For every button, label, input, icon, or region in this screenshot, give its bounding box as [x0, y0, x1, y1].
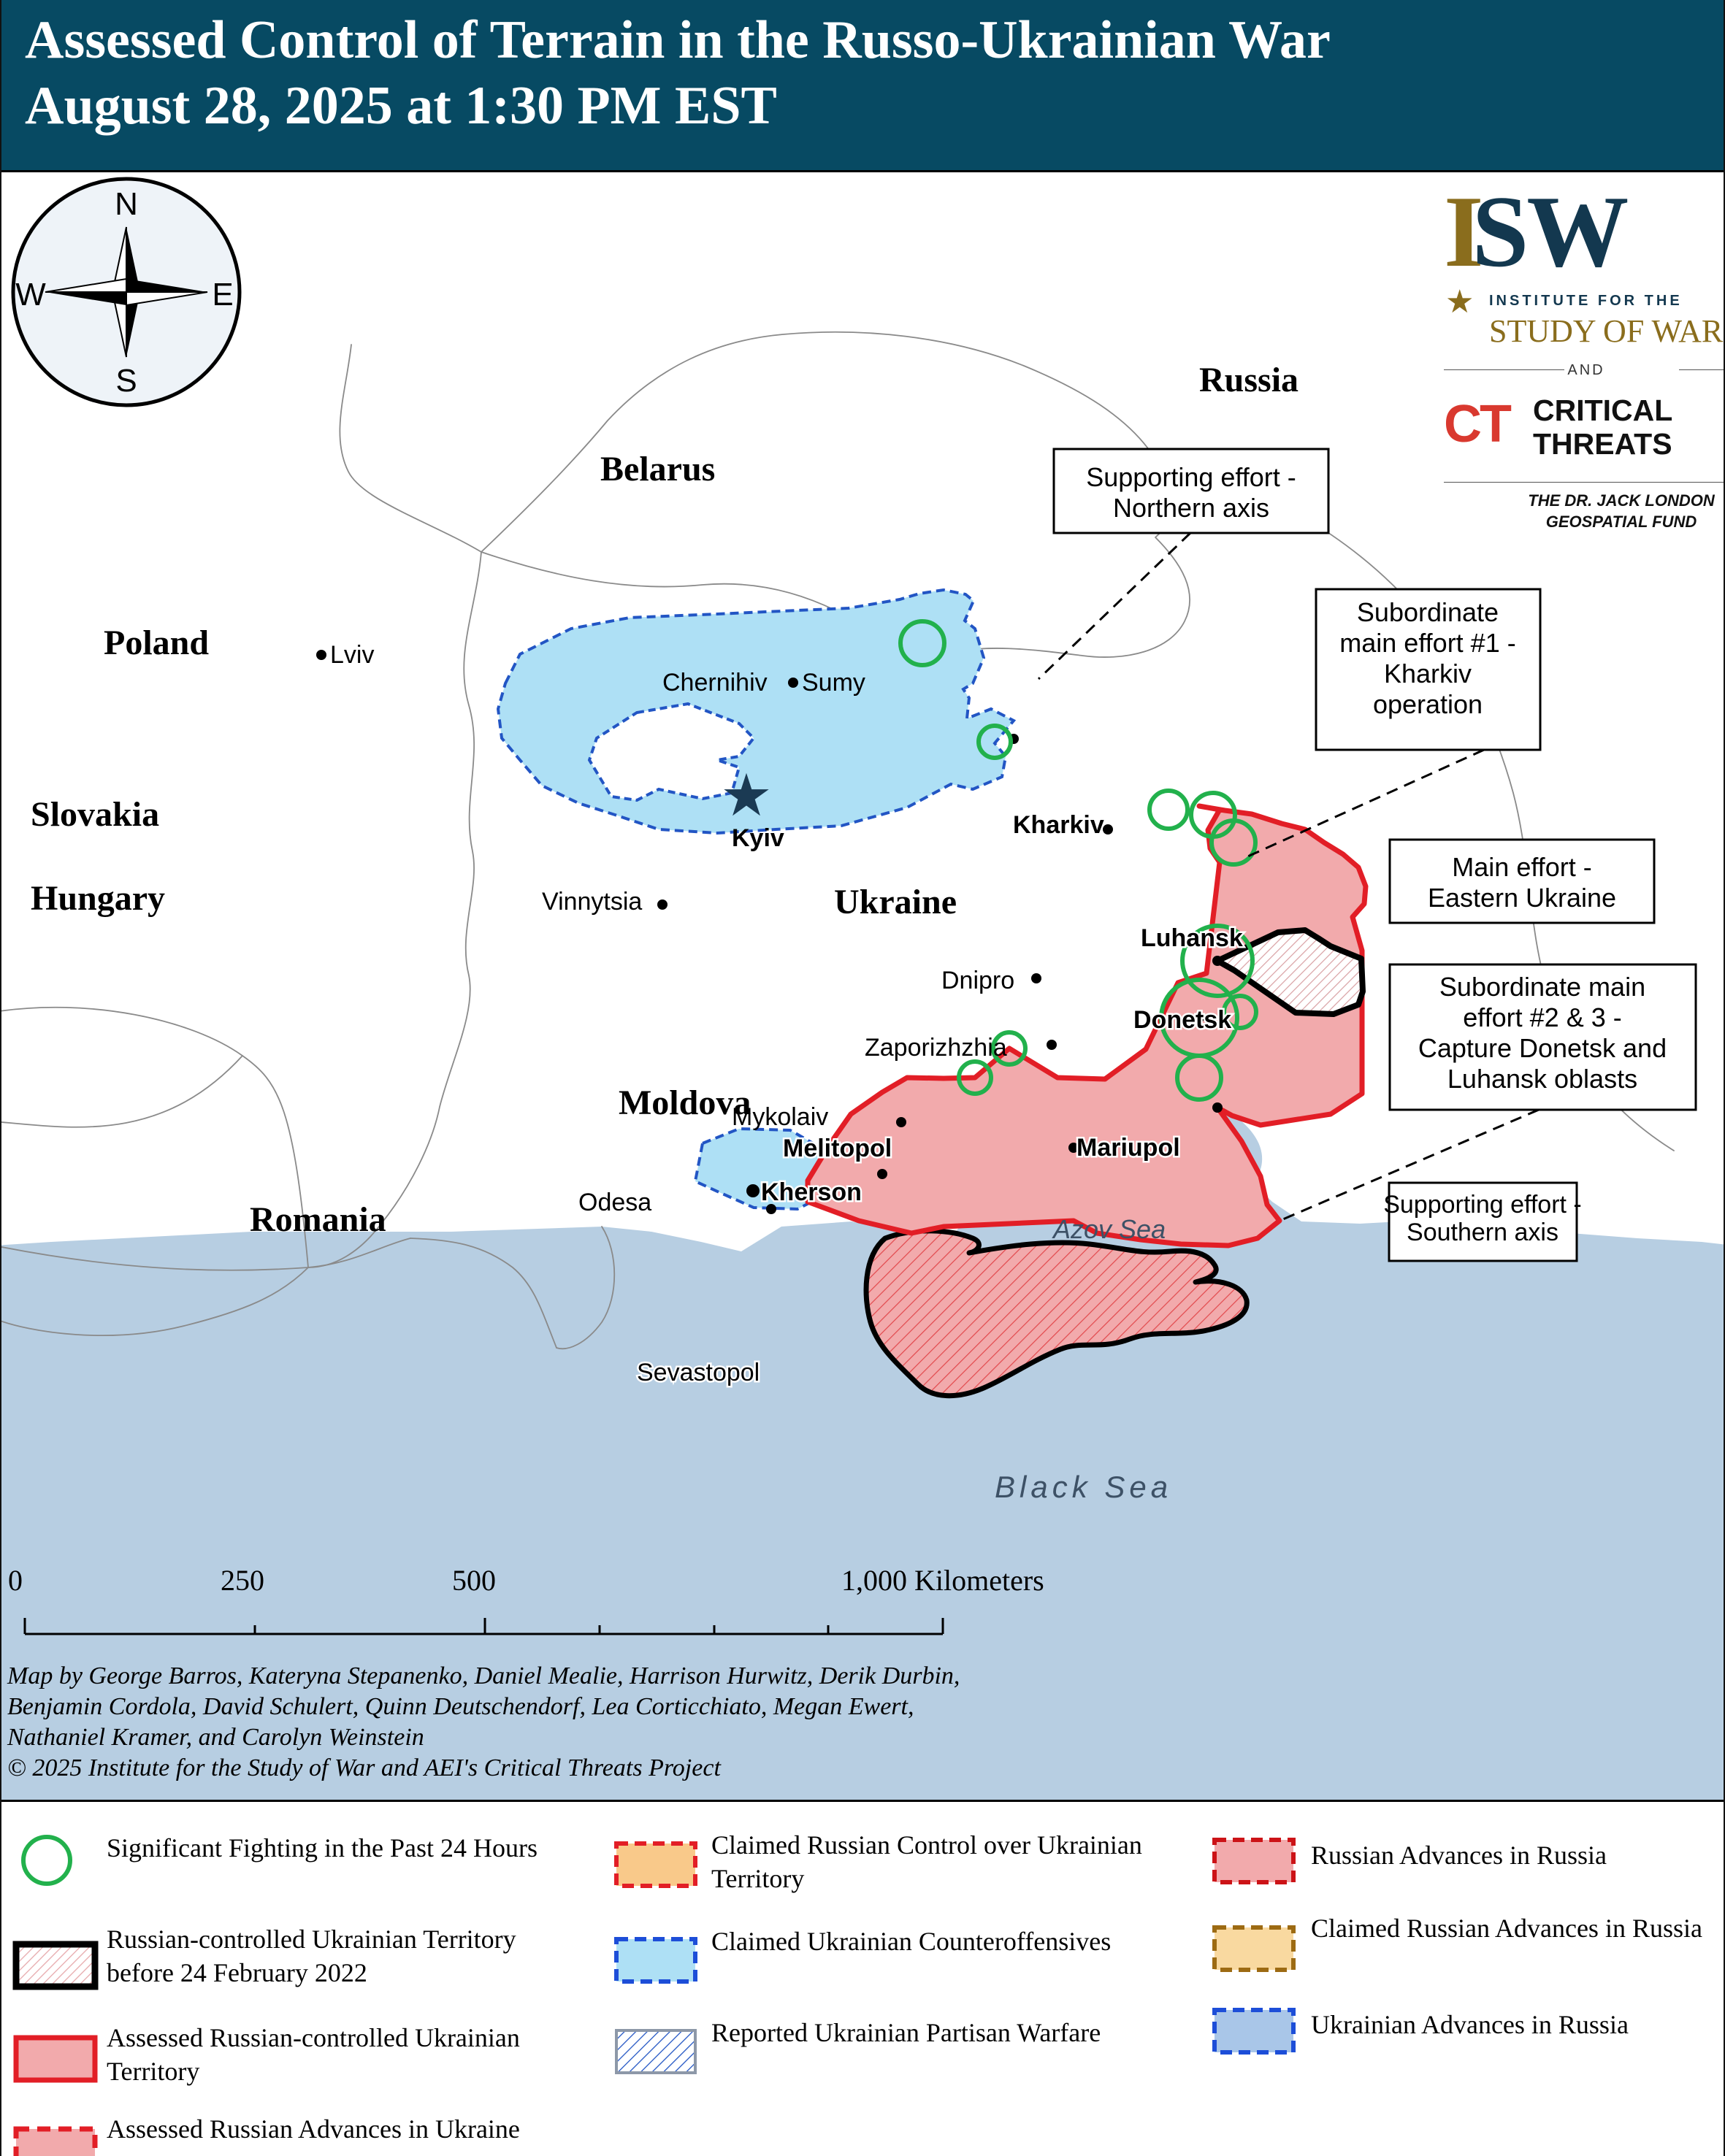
svg-text:Hungary: Hungary	[31, 879, 165, 918]
svg-text:Main effort -: Main effort -	[1452, 852, 1591, 882]
svg-text:0: 0	[8, 1564, 23, 1597]
svg-text:W: W	[15, 277, 46, 312]
svg-text:Kherson: Kherson	[761, 1178, 862, 1206]
svg-text:Azov Sea: Azov Sea	[1052, 1214, 1166, 1244]
svg-text:Supporting effort -: Supporting effort -	[1383, 1191, 1582, 1219]
svg-text:Russia: Russia	[1199, 361, 1298, 399]
svg-text:main effort #1 -: main effort #1 -	[1339, 628, 1515, 658]
svg-text:Northern axis: Northern axis	[1113, 493, 1269, 523]
svg-text:Map by George Barros, Kateryna: Map by George Barros, Kateryna Stepanenk…	[7, 1662, 960, 1689]
svg-text:Kyiv: Kyiv	[732, 824, 784, 852]
svg-text:Dnipro: Dnipro	[941, 967, 1014, 994]
svg-text:Sevastopol: Sevastopol	[637, 1359, 760, 1386]
svg-text:Mariupol: Mariupol	[1076, 1134, 1180, 1162]
svg-text:effort #2 & 3 -: effort #2 & 3 -	[1463, 1002, 1621, 1032]
svg-text:© 2025 Institute for the Study: © 2025 Institute for the Study of War an…	[7, 1754, 722, 1781]
svg-text:operation: operation	[1373, 689, 1483, 719]
svg-text:Black Sea: Black Sea	[995, 1470, 1172, 1504]
svg-text:Benjamin Cordola, David Schule: Benjamin Cordola, David Schulert, Quinn …	[7, 1693, 914, 1720]
svg-text:Nathaniel Kramer, and Carolyn: Nathaniel Kramer, and Carolyn Weinstein	[7, 1724, 424, 1751]
svg-text:250: 250	[221, 1564, 264, 1597]
svg-text:Capture Donetsk and: Capture Donetsk and	[1418, 1033, 1667, 1063]
svg-text:Supporting effort -: Supporting effort -	[1086, 462, 1296, 492]
svg-text:Chernihiv: Chernihiv	[662, 669, 768, 697]
svg-text:1,000 Kilometers: 1,000 Kilometers	[841, 1564, 1044, 1597]
svg-text:Subordinate: Subordinate	[1357, 597, 1499, 627]
svg-text:Romania: Romania	[250, 1200, 386, 1239]
svg-text:Luhansk: Luhansk	[1141, 924, 1243, 952]
svg-text:500: 500	[452, 1564, 496, 1597]
svg-text:Kharkiv: Kharkiv	[1384, 659, 1472, 688]
svg-text:Lviv: Lviv	[330, 641, 374, 669]
svg-text:Luhansk oblasts: Luhansk oblasts	[1447, 1064, 1637, 1094]
svg-text:Poland: Poland	[104, 624, 209, 662]
svg-text:Eastern Ukraine: Eastern Ukraine	[1428, 883, 1616, 913]
svg-text:S: S	[115, 363, 137, 399]
svg-text:Vinnytsia: Vinnytsia	[542, 888, 642, 916]
svg-text:Slovakia: Slovakia	[31, 795, 159, 834]
svg-text:Odesa: Odesa	[578, 1189, 651, 1216]
svg-text:Sumy: Sumy	[802, 669, 865, 697]
svg-text:Mykolaiv: Mykolaiv	[732, 1103, 828, 1131]
svg-text:Ukraine: Ukraine	[834, 883, 957, 921]
svg-text:Belarus: Belarus	[600, 450, 715, 488]
svg-text:Melitopol: Melitopol	[783, 1135, 892, 1162]
svg-text:Donetsk: Donetsk	[1133, 1006, 1231, 1034]
svg-text:Zaporizhzhia: Zaporizhzhia	[865, 1034, 1007, 1062]
svg-text:E: E	[212, 277, 233, 312]
svg-text:Southern axis: Southern axis	[1407, 1219, 1558, 1246]
svg-text:N: N	[115, 186, 138, 222]
svg-text:Kharkiv: Kharkiv	[1013, 811, 1104, 839]
svg-text:Subordinate main: Subordinate main	[1439, 972, 1645, 1002]
